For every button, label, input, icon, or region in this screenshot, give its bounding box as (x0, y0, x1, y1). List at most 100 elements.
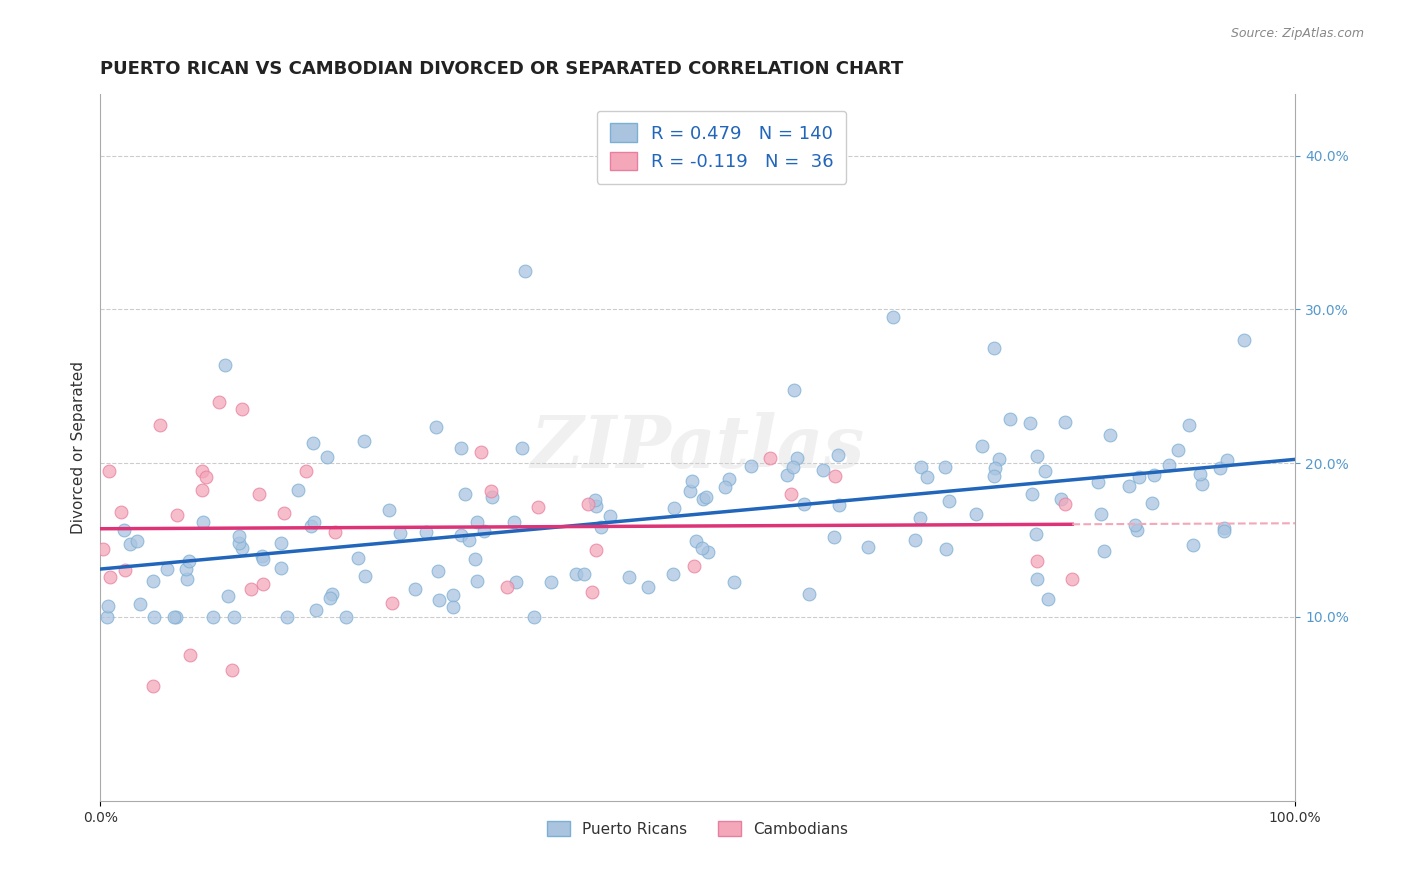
Point (335, 609, 357, 624)
Point (174, 562, 197, 576)
Point (228, 536, 250, 550)
Point (526, 500, 548, 514)
Point (759, 451, 782, 466)
Point (252, 577, 274, 591)
Point (142, 574, 165, 588)
Point (714, 480, 737, 494)
Point (453, 487, 475, 501)
Point (179, 648, 201, 662)
Point (679, 484, 702, 499)
Point (381, 596, 404, 610)
Point (1191, 477, 1213, 491)
Point (142, 679, 165, 693)
Point (470, 444, 492, 458)
Point (776, 468, 799, 483)
Point (425, 420, 447, 434)
Point (662, 501, 685, 516)
Point (1167, 442, 1189, 457)
Point (965, 507, 987, 521)
Point (1215, 453, 1237, 467)
Point (208, 394, 231, 409)
Point (163, 609, 186, 624)
Point (224, 609, 246, 624)
Point (697, 545, 720, 559)
Point (904, 533, 927, 547)
Point (984, 461, 1007, 475)
Point (585, 499, 607, 513)
Point (572, 566, 595, 581)
Point (1178, 417, 1201, 432)
Point (450, 527, 472, 541)
Point (1213, 524, 1236, 539)
Point (1142, 496, 1164, 510)
Point (1000, 412, 1022, 426)
Point (1090, 508, 1112, 522)
Point (247, 487, 270, 501)
Point (125, 533, 148, 548)
Point (856, 540, 879, 554)
Point (112, 523, 135, 537)
Point (938, 493, 960, 508)
Point (690, 541, 713, 556)
Point (1053, 496, 1076, 510)
Point (323, 524, 346, 539)
Point (599, 509, 621, 524)
Point (378, 503, 401, 517)
Point (935, 542, 957, 557)
Point (987, 452, 1010, 467)
Text: Source: ZipAtlas.com: Source: ZipAtlas.com (1230, 27, 1364, 40)
Point (427, 592, 450, 607)
Point (1123, 518, 1146, 533)
Point (583, 493, 606, 508)
Point (301, 436, 323, 450)
Point (908, 510, 931, 524)
Point (194, 470, 217, 484)
Point (793, 497, 815, 511)
Point (513, 264, 536, 278)
Point (149, 417, 172, 432)
Point (910, 460, 932, 475)
Point (1128, 470, 1150, 484)
Point (464, 552, 486, 566)
Point (786, 450, 808, 465)
Point (250, 549, 273, 563)
Point (1143, 468, 1166, 483)
Point (1026, 450, 1049, 464)
Point (523, 609, 546, 624)
Point (1087, 475, 1109, 489)
Point (481, 490, 503, 504)
Point (176, 572, 198, 586)
Point (782, 460, 804, 475)
Point (110, 504, 132, 518)
Point (695, 490, 717, 504)
Point (637, 580, 659, 594)
Point (481, 483, 503, 498)
Point (823, 530, 845, 544)
Point (1054, 416, 1077, 430)
Point (718, 472, 741, 486)
Point (165, 609, 187, 624)
Point (214, 358, 236, 372)
Point (426, 564, 449, 578)
Point (465, 574, 488, 588)
Point (585, 543, 607, 558)
Point (581, 584, 603, 599)
Point (353, 434, 375, 449)
Point (617, 570, 640, 584)
Point (1019, 416, 1042, 430)
Y-axis label: Divorced or Separated: Divorced or Separated (72, 361, 86, 534)
Point (502, 515, 524, 529)
Point (540, 574, 562, 589)
Point (179, 554, 201, 568)
Point (97, 465, 120, 479)
Point (1092, 544, 1115, 558)
Point (1213, 521, 1236, 535)
Point (321, 587, 343, 601)
Point (692, 492, 714, 507)
Point (191, 464, 214, 478)
Point (441, 588, 464, 602)
Point (98, 570, 121, 584)
Point (252, 551, 274, 566)
Point (118, 537, 141, 551)
Point (404, 582, 426, 596)
